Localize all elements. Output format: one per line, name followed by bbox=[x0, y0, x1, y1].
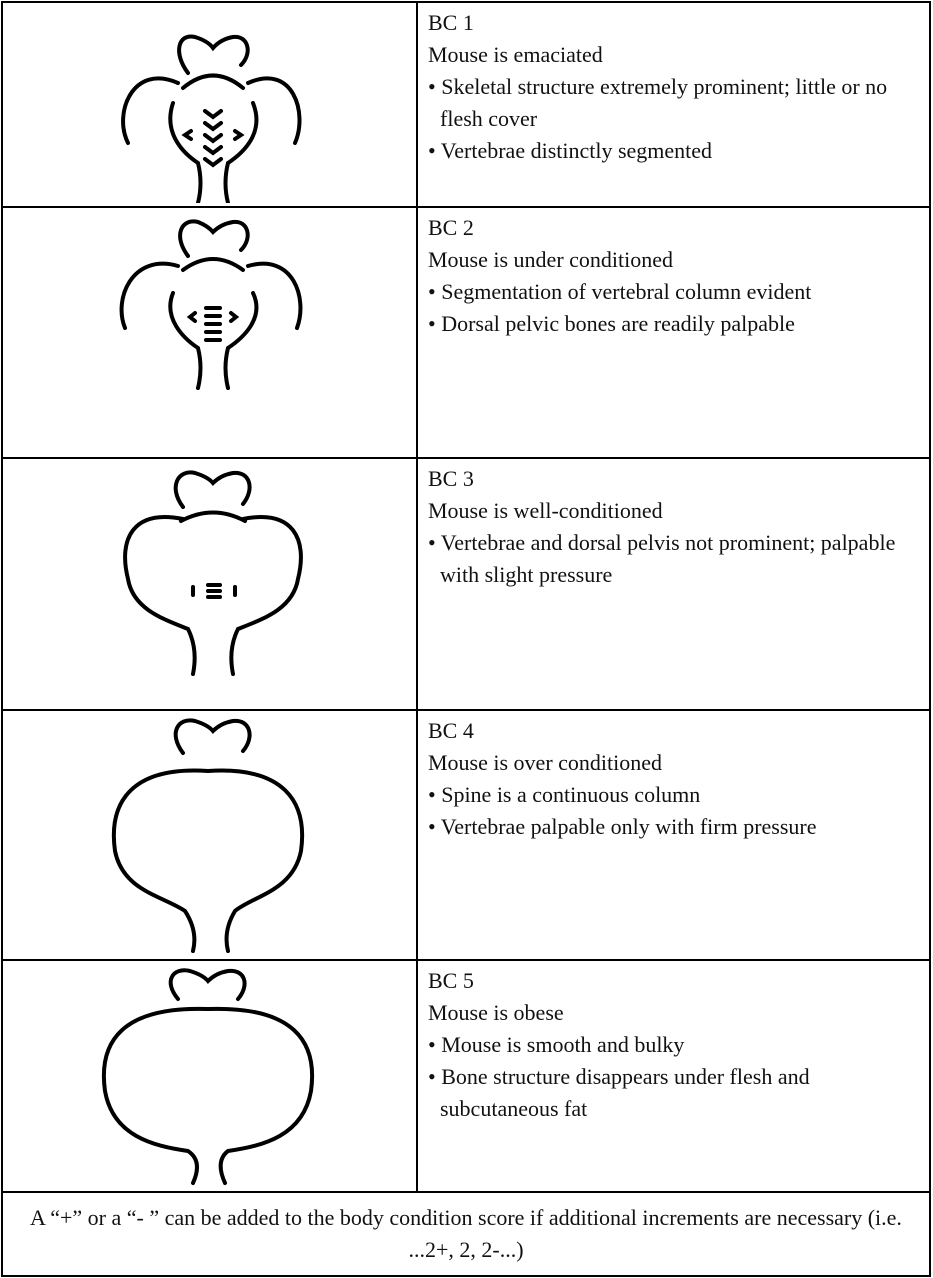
mouse-drawing bbox=[102, 968, 314, 1185]
bullet: • Vertebrae and dorsal pelvis not promin… bbox=[428, 530, 896, 587]
text-cell: BC 1 Mouse is emaciated • Skeletal struc… bbox=[416, 1, 931, 208]
score-label: BC 2 bbox=[428, 215, 474, 240]
bullet: • Skeletal structure extremely prominent… bbox=[428, 74, 888, 131]
image-cell bbox=[1, 709, 418, 961]
mouse-drawing bbox=[119, 219, 303, 390]
score-description: Mouse is under conditioned bbox=[428, 247, 674, 272]
bullet: • Vertebrae palpable only with firm pres… bbox=[428, 814, 817, 839]
row: BC 4 Mouse is over conditioned • Spine i… bbox=[1, 709, 931, 961]
mouse-drawing bbox=[121, 34, 302, 203]
text-cell: BC 5 Mouse is obese • Mouse is smooth an… bbox=[416, 959, 931, 1193]
image-cell bbox=[1, 457, 418, 711]
bullet: • Dorsal pelvic bones are readily palpab… bbox=[428, 311, 795, 336]
score-description: Mouse is obese bbox=[428, 1000, 564, 1025]
text-cell: BC 3 Mouse is well-conditioned • Vertebr… bbox=[416, 457, 931, 711]
image-cell bbox=[1, 1, 418, 208]
score-description: Mouse is emaciated bbox=[428, 42, 603, 67]
score-label: BC 3 bbox=[428, 466, 474, 491]
row: BC 3 Mouse is well-conditioned • Vertebr… bbox=[1, 457, 931, 711]
text-cell: BC 2 Mouse is under conditioned • Segmen… bbox=[416, 206, 931, 459]
row: BC 5 Mouse is obese • Mouse is smooth an… bbox=[1, 959, 931, 1193]
bullet: • Mouse is smooth and bulky bbox=[428, 1032, 685, 1057]
bullet: • Spine is a continuous column bbox=[428, 782, 701, 807]
score-description: Mouse is well-conditioned bbox=[428, 498, 663, 523]
score-description: Mouse is over conditioned bbox=[428, 750, 663, 775]
score-label: BC 4 bbox=[428, 718, 474, 743]
bullet: • Vertebrae distinctly segmented bbox=[428, 138, 713, 163]
image-cell bbox=[1, 959, 418, 1193]
image-cell bbox=[1, 206, 418, 459]
score-label: BC 5 bbox=[428, 968, 474, 993]
footnote: A “+” or a “- ” can be added to the body… bbox=[1, 1191, 931, 1277]
footnote-row: A “+” or a “- ” can be added to the body… bbox=[1, 1191, 931, 1277]
score-label: BC 1 bbox=[428, 10, 474, 35]
row: BC 1 Mouse is emaciated • Skeletal struc… bbox=[1, 1, 931, 208]
bullet: • Segmentation of vertebral column evide… bbox=[428, 279, 812, 304]
bullet: • Bone structure disappears under flesh … bbox=[428, 1064, 810, 1121]
row: BC 2 Mouse is under conditioned • Segmen… bbox=[1, 206, 931, 459]
mouse-drawing bbox=[123, 470, 303, 676]
text-cell: BC 4 Mouse is over conditioned • Spine i… bbox=[416, 709, 931, 961]
mouse-drawing bbox=[111, 718, 305, 953]
